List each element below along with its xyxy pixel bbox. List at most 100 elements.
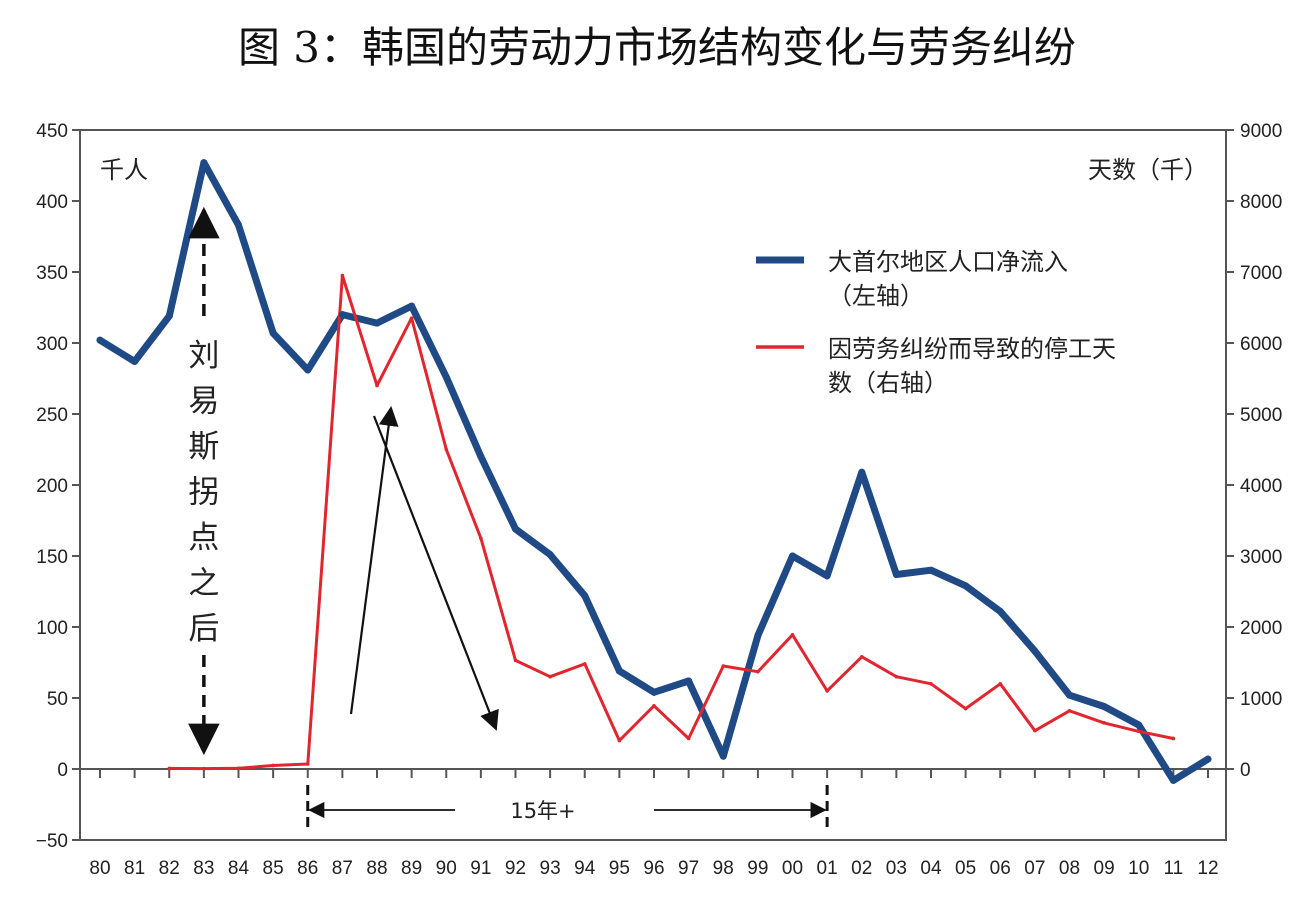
data-point-seoul-net-inflow [1135,721,1143,729]
data-point-strike-days [444,447,449,452]
left-tick-label: 200 [36,476,68,497]
x-tick-label: 99 [747,858,768,879]
data-point-seoul-net-inflow [408,302,416,310]
span-label: 15年+ [510,799,575,823]
legend-label-strike-days: 因劳务纠纷而导致的停工天 [828,335,1116,363]
data-point-strike-days [375,383,379,388]
left-tick-label: 400 [36,192,68,213]
data-point-seoul-net-inflow [1100,703,1108,711]
data-point-strike-days [929,682,933,686]
data-point-seoul-net-inflow [235,221,242,229]
right-tick-label: 0 [1240,760,1251,781]
x-tick-label: 98 [713,858,734,879]
data-point-seoul-net-inflow [962,582,970,590]
data-point-strike-days [617,738,622,743]
x-tick-label: 96 [643,858,664,879]
data-point-seoul-net-inflow [892,570,900,578]
data-point-strike-days [582,662,587,666]
x-tick-label: 08 [1059,858,1080,879]
data-point-strike-days [1067,708,1072,713]
x-tick-label: 93 [540,858,561,879]
x-tick-label: 89 [401,858,422,879]
data-point-strike-days [167,766,172,771]
right-tick-label: 1000 [1240,689,1282,710]
x-tick-label: 84 [228,858,250,879]
data-point-seoul-net-inflow [304,366,312,374]
data-point-seoul-net-inflow [338,311,346,319]
left-tick-label: −50 [36,831,68,852]
data-point-strike-days [859,655,864,659]
lewis-turning-point-label: 拐 [188,475,219,511]
x-tick-label: 80 [89,858,110,879]
data-point-strike-days [1171,736,1176,741]
x-tick-label: 81 [124,858,145,879]
right-tick-label: 4000 [1240,476,1282,497]
x-tick-label: 87 [332,858,353,879]
x-tick-label: 94 [574,858,596,879]
x-tick-label: 83 [193,858,214,879]
x-tick-label: 92 [505,858,526,879]
right-tick-label: 2000 [1240,618,1282,639]
x-tick-label: 00 [782,858,803,879]
x-tick-label: 06 [990,858,1011,879]
data-point-seoul-net-inflow [477,453,485,461]
right-tick-label: 8000 [1240,192,1282,213]
data-point-seoul-net-inflow [858,468,866,476]
x-tick-label: 09 [1094,858,1115,879]
data-point-strike-days [1136,729,1141,734]
data-point-seoul-net-inflow [373,319,381,327]
right-tick-label: 7000 [1240,263,1282,284]
left-tick-label: 150 [36,547,68,568]
x-tick-label: 91 [470,858,491,879]
trend-arrow-up [349,406,399,715]
x-tick-label: 01 [817,858,838,879]
legend-label-seoul-net-inflow-axis: （左轴） [828,282,924,310]
data-point-strike-days [305,762,310,766]
data-point-seoul-net-inflow [789,552,796,560]
data-point-strike-days [998,682,1003,686]
left-tick-label: 300 [36,334,68,355]
x-tick-label: 86 [297,858,318,879]
data-point-seoul-net-inflow [823,572,831,580]
data-point-seoul-net-inflow [1066,691,1073,699]
x-tick-label: 11 [1164,858,1184,879]
x-tick-label: 85 [263,858,284,879]
x-tick-label: 03 [886,858,907,879]
lewis-turning-point-label: 斯 [188,429,219,465]
data-point-seoul-net-inflow [512,525,519,533]
legend-label-strike-days-axis: 数（右轴） [828,369,948,397]
data-point-strike-days [479,536,483,541]
chart-title: 图 3：韩国的劳动力市场结构变化与劳务纠纷 [237,23,1077,72]
right-tick-label: 6000 [1240,334,1282,355]
series-line-strike-days [167,274,1175,771]
data-point-strike-days [513,658,518,663]
data-point-seoul-net-inflow [685,677,693,685]
data-point-strike-days [548,674,552,679]
x-tick-label: 07 [1024,858,1045,879]
lewis-turning-point-label: 点 [188,520,219,556]
data-point-strike-days [1033,728,1037,733]
data-point-seoul-net-inflow [1031,647,1039,655]
data-point-strike-days [756,669,760,674]
data-point-seoul-net-inflow [96,336,104,344]
right-tick-label: 9000 [1240,121,1282,142]
data-point-strike-days [1102,721,1106,725]
left-tick-label: 0 [57,760,68,781]
data-point-strike-days [202,766,206,771]
data-point-strike-days [409,316,414,320]
data-point-seoul-net-inflow [200,159,208,167]
data-point-strike-days [236,766,241,771]
data-point-strike-days [652,704,656,708]
data-point-strike-days [340,273,345,278]
data-point-strike-days [686,736,691,741]
lewis-turning-point-label: 之 [188,566,219,602]
left-axis-unit: 千人 [100,156,148,184]
data-point-strike-days [721,664,726,668]
data-point-seoul-net-inflow [996,607,1004,615]
data-point-seoul-net-inflow [442,373,450,381]
data-point-seoul-net-inflow [131,357,139,365]
data-point-seoul-net-inflow [269,329,277,337]
x-tick-label: 95 [609,858,630,879]
data-point-seoul-net-inflow [546,551,554,559]
